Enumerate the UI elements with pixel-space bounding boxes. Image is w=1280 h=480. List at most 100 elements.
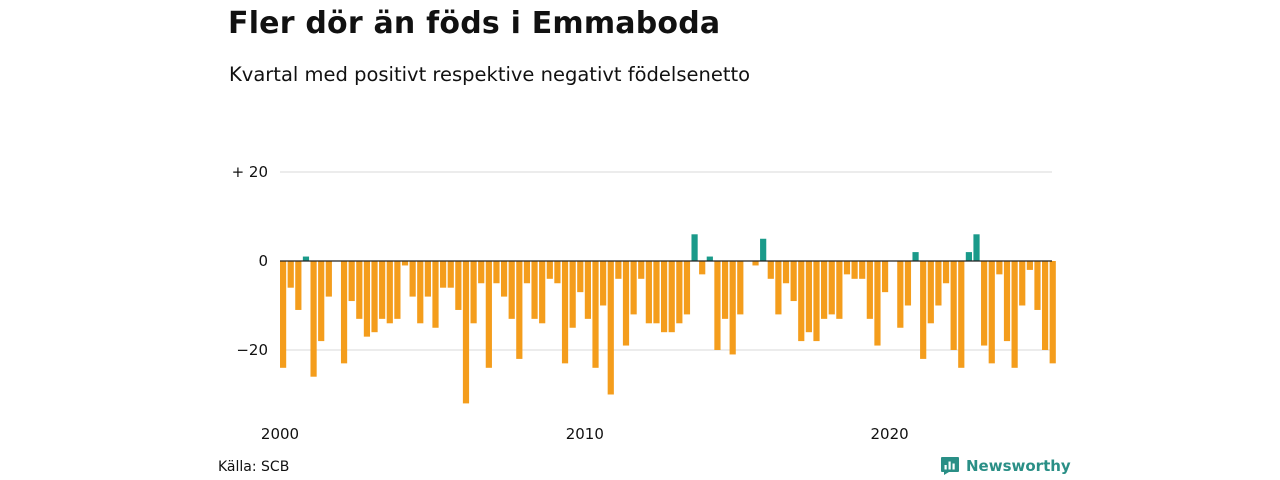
brand-name: Newsworthy <box>966 457 1071 475</box>
x-tick-label: 2020 <box>871 425 909 443</box>
bar <box>600 261 607 306</box>
bar <box>302 256 310 261</box>
bar <box>462 261 470 404</box>
bar <box>546 261 553 279</box>
bar <box>523 261 531 284</box>
bar <box>607 261 614 395</box>
bar <box>661 261 668 333</box>
bar <box>691 234 698 261</box>
bar <box>790 261 797 302</box>
bar <box>1049 261 1056 364</box>
bar <box>881 261 889 293</box>
bar <box>782 261 790 284</box>
bar <box>325 261 332 297</box>
bar <box>386 261 393 324</box>
bar <box>874 261 881 346</box>
bar <box>645 261 652 324</box>
bar <box>798 261 805 342</box>
bar <box>836 261 843 319</box>
bar <box>721 261 729 319</box>
bar <box>340 261 348 364</box>
bar <box>394 261 401 319</box>
chart-title: Fler dör än föds i Emmaboda <box>228 6 721 41</box>
bar <box>440 261 447 288</box>
bar <box>1019 261 1026 306</box>
bar <box>714 261 721 350</box>
bar <box>569 261 576 328</box>
bar <box>973 234 980 261</box>
bar <box>950 261 957 350</box>
bar <box>767 261 774 279</box>
bar <box>1011 261 1018 368</box>
bar <box>630 261 637 315</box>
bar <box>295 261 302 310</box>
bar <box>927 261 934 324</box>
bar <box>958 261 965 368</box>
bar <box>981 261 988 346</box>
y-tick-label: + 20 <box>232 163 268 181</box>
bar <box>561 261 569 364</box>
bar <box>417 261 424 324</box>
bar <box>760 238 767 261</box>
bar <box>805 261 812 333</box>
bar <box>843 261 851 275</box>
bar <box>737 261 744 315</box>
bar <box>447 261 454 288</box>
bar <box>988 261 995 364</box>
bar <box>920 261 927 359</box>
bar <box>318 261 325 342</box>
bar <box>516 261 523 359</box>
bar <box>424 261 431 297</box>
bar <box>287 261 294 288</box>
bar <box>775 261 782 315</box>
bar <box>493 261 500 284</box>
bar <box>996 261 1003 275</box>
bar <box>432 261 439 328</box>
bar <box>897 261 904 328</box>
bar <box>348 261 355 302</box>
bar <box>356 261 363 319</box>
bar <box>859 261 866 279</box>
newsworthy-icon <box>941 457 959 475</box>
bar <box>470 261 477 324</box>
bar <box>912 252 919 261</box>
bar <box>813 261 820 342</box>
bar <box>904 261 912 306</box>
bar <box>668 261 675 333</box>
bar <box>500 261 508 297</box>
bar <box>851 261 858 279</box>
bar <box>622 261 630 346</box>
bar <box>729 261 736 355</box>
x-tick-label: 2000 <box>261 425 299 443</box>
bar <box>584 261 591 319</box>
bar <box>615 261 622 279</box>
bar <box>363 261 371 337</box>
bar <box>371 261 378 333</box>
bar <box>942 261 950 284</box>
bar <box>1026 261 1033 270</box>
bar <box>1042 261 1049 350</box>
bar <box>676 261 683 324</box>
bar <box>554 261 561 284</box>
chart-subtitle: Kvartal med positivt respektive negativt… <box>229 63 751 86</box>
bar <box>485 261 492 368</box>
bar <box>1003 261 1011 342</box>
bar <box>401 261 409 266</box>
source-note: Källa: SCB <box>218 459 290 475</box>
bar <box>683 261 691 315</box>
bar <box>531 261 538 319</box>
bar <box>706 256 713 261</box>
bar <box>638 261 645 279</box>
bar <box>828 261 835 315</box>
bar <box>592 261 599 368</box>
bar <box>280 261 287 368</box>
bar <box>866 261 873 319</box>
bar <box>409 261 416 297</box>
bar <box>539 261 546 324</box>
bar <box>821 261 828 319</box>
bar <box>653 261 660 324</box>
bar <box>310 261 317 377</box>
y-tick-label: 0 <box>258 252 268 270</box>
bar <box>577 261 584 293</box>
